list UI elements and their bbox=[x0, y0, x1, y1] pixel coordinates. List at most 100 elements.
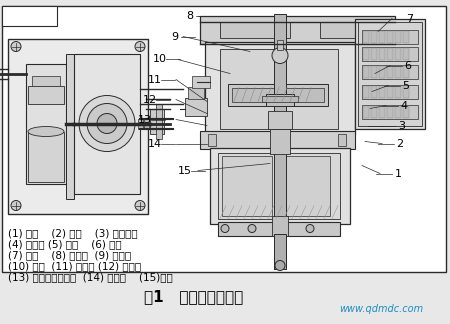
Bar bbox=[379, 30, 385, 42]
Circle shape bbox=[11, 201, 21, 211]
Bar bbox=[387, 48, 393, 60]
Bar bbox=[228, 84, 328, 106]
Circle shape bbox=[97, 113, 117, 133]
Bar bbox=[379, 106, 385, 118]
Bar bbox=[274, 234, 286, 269]
Bar bbox=[395, 86, 401, 98]
Text: 12: 12 bbox=[143, 95, 157, 105]
Text: 图1   气动执行器结构: 图1 气动执行器结构 bbox=[144, 289, 243, 304]
Text: (7) 套筒    (8) 限位阀  (9) 指示杆: (7) 套筒 (8) 限位阀 (9) 指示杆 bbox=[8, 250, 131, 260]
Bar bbox=[395, 30, 401, 42]
Bar bbox=[208, 133, 216, 145]
Bar bbox=[362, 85, 418, 98]
Bar bbox=[379, 48, 385, 60]
Bar bbox=[358, 21, 422, 125]
Text: 5: 5 bbox=[402, 80, 410, 90]
Bar bbox=[403, 106, 409, 118]
Text: 9: 9 bbox=[171, 31, 179, 41]
Bar bbox=[387, 30, 393, 42]
Bar bbox=[363, 30, 369, 42]
Bar bbox=[28, 132, 64, 181]
Bar bbox=[222, 156, 272, 215]
Bar bbox=[32, 75, 60, 86]
Bar bbox=[2, 6, 57, 26]
Bar bbox=[200, 16, 395, 43]
Bar bbox=[355, 18, 425, 129]
Bar bbox=[272, 215, 288, 236]
Bar bbox=[379, 86, 385, 98]
Bar bbox=[403, 86, 409, 98]
Text: 6: 6 bbox=[405, 61, 411, 71]
Text: (1) 支架    (2) 下罩    (3) 阀杆螺母: (1) 支架 (2) 下罩 (3) 阀杆螺母 bbox=[8, 228, 138, 238]
Bar bbox=[395, 48, 401, 60]
Circle shape bbox=[221, 225, 229, 233]
Bar bbox=[363, 106, 369, 118]
Bar bbox=[371, 30, 377, 42]
Bar bbox=[379, 65, 385, 77]
Text: 11: 11 bbox=[148, 75, 162, 85]
Bar bbox=[338, 133, 346, 145]
Bar bbox=[156, 103, 162, 139]
Bar bbox=[320, 21, 380, 38]
Bar bbox=[188, 87, 204, 98]
Text: 15: 15 bbox=[178, 166, 192, 176]
Bar bbox=[262, 96, 298, 101]
Bar bbox=[362, 64, 418, 78]
Bar bbox=[387, 65, 393, 77]
Bar bbox=[371, 65, 377, 77]
Bar bbox=[220, 49, 338, 129]
Bar bbox=[8, 39, 148, 214]
Bar bbox=[200, 131, 355, 148]
Bar bbox=[403, 65, 409, 77]
Text: (4) 内齿轮 (5) 马达    (6) 上罩: (4) 内齿轮 (5) 马达 (6) 上罩 bbox=[8, 239, 122, 249]
Bar bbox=[395, 65, 401, 77]
Bar bbox=[185, 98, 207, 116]
Text: (10) 手柄  (11) 气接头 (12) 手转阀: (10) 手柄 (11) 气接头 (12) 手转阀 bbox=[8, 261, 141, 272]
Text: 8: 8 bbox=[186, 10, 194, 20]
Bar bbox=[362, 47, 418, 61]
Bar bbox=[280, 156, 330, 215]
Bar bbox=[150, 109, 164, 133]
Bar bbox=[66, 53, 74, 199]
Bar bbox=[362, 29, 418, 43]
Bar bbox=[266, 94, 294, 106]
Bar bbox=[74, 53, 140, 193]
Bar bbox=[144, 119, 149, 129]
Text: 7: 7 bbox=[406, 14, 414, 24]
Bar bbox=[363, 48, 369, 60]
Bar bbox=[387, 106, 393, 118]
Bar bbox=[363, 65, 369, 77]
Ellipse shape bbox=[28, 126, 64, 136]
Circle shape bbox=[79, 96, 135, 152]
Text: 14: 14 bbox=[148, 139, 162, 148]
Bar bbox=[192, 75, 210, 87]
Circle shape bbox=[135, 201, 145, 211]
Circle shape bbox=[87, 103, 127, 144]
Bar bbox=[270, 129, 290, 154]
Circle shape bbox=[248, 225, 256, 233]
Bar bbox=[218, 153, 340, 218]
Text: (13) 气源处理二联件  (14) 控制箱    (15)阀杆: (13) 气源处理二联件 (14) 控制箱 (15)阀杆 bbox=[8, 272, 173, 283]
Bar bbox=[232, 87, 324, 101]
Bar bbox=[363, 86, 369, 98]
Bar bbox=[26, 64, 66, 183]
Bar bbox=[274, 14, 286, 269]
Bar bbox=[218, 222, 340, 236]
Text: 1: 1 bbox=[395, 168, 401, 179]
Circle shape bbox=[11, 41, 21, 52]
Bar bbox=[28, 86, 64, 103]
Circle shape bbox=[306, 225, 314, 233]
Text: www.qdmdc.com: www.qdmdc.com bbox=[339, 304, 423, 314]
Text: 2: 2 bbox=[396, 139, 404, 148]
Circle shape bbox=[275, 260, 285, 271]
Bar bbox=[371, 48, 377, 60]
Circle shape bbox=[272, 48, 288, 64]
Bar bbox=[362, 105, 418, 119]
Text: 4: 4 bbox=[400, 100, 408, 110]
Text: 3: 3 bbox=[399, 121, 405, 131]
Bar bbox=[138, 119, 143, 129]
Bar bbox=[210, 147, 350, 224]
Circle shape bbox=[135, 41, 145, 52]
Bar bbox=[371, 86, 377, 98]
Bar bbox=[403, 48, 409, 60]
